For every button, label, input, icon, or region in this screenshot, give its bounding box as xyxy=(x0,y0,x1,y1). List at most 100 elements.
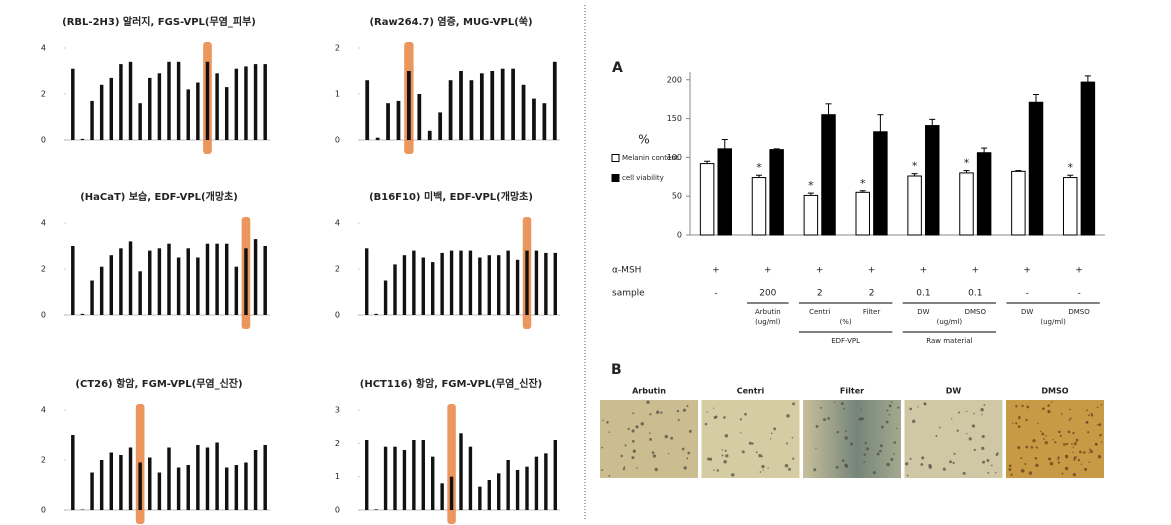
y-tick-label: 2 xyxy=(41,90,46,99)
cell-dot xyxy=(966,432,968,435)
cell-dot xyxy=(888,404,892,408)
cell-dot xyxy=(708,457,713,461)
chart-title: (Raw264.7) 염증, MUG-VPL(쑥) xyxy=(369,16,532,28)
chart-title: (HCT116) 항암, FGM-VPL(무염_신잔) xyxy=(360,377,543,390)
cell-dot xyxy=(840,402,844,406)
bar xyxy=(544,252,548,315)
cell-dot xyxy=(1054,441,1057,444)
cell-dot xyxy=(1052,438,1054,441)
significance: * xyxy=(860,177,866,190)
micrograph xyxy=(701,400,800,478)
bar xyxy=(511,68,515,140)
group-unit: (ug/ml) xyxy=(1040,318,1066,326)
micrograph xyxy=(904,400,1003,478)
cell-dot xyxy=(866,447,869,451)
row-value: + xyxy=(816,266,824,276)
cell-dot xyxy=(827,417,830,420)
cell-dot xyxy=(758,453,762,458)
cell-dot xyxy=(1073,442,1077,446)
cell-dot xyxy=(1097,454,1102,459)
cell-dot xyxy=(1073,459,1076,462)
y-tick-label: 0 xyxy=(335,506,340,515)
cell-dot xyxy=(1099,433,1102,437)
cell-dot xyxy=(1066,457,1068,459)
bar xyxy=(525,466,529,510)
cell-dot xyxy=(1024,462,1027,466)
cell-dot xyxy=(1067,430,1071,434)
cell-dot xyxy=(687,451,691,455)
bar xyxy=(148,250,152,315)
cell-dot xyxy=(958,411,961,414)
cell-dot xyxy=(1041,432,1045,436)
cell-dot xyxy=(981,413,983,416)
group-unit: (ug/ml) xyxy=(937,318,963,326)
row-value: - xyxy=(1077,289,1080,299)
cell-dot xyxy=(1073,456,1077,459)
cell-dot xyxy=(949,460,952,464)
cell-dot xyxy=(1096,406,1099,409)
bar xyxy=(449,250,454,315)
cell-dot xyxy=(1085,420,1089,424)
cell-dot xyxy=(660,411,663,414)
bar xyxy=(552,61,557,140)
cell-dot xyxy=(631,456,635,460)
row-value: + xyxy=(712,266,720,276)
cell-dot xyxy=(1030,446,1034,449)
bar xyxy=(244,66,248,140)
row-label: α-MSH xyxy=(612,266,641,276)
bar xyxy=(440,252,444,315)
y-tick-label: 0 xyxy=(677,231,682,240)
bar xyxy=(224,467,229,510)
bar xyxy=(976,152,992,236)
row-value: + xyxy=(764,266,772,276)
cell-dot xyxy=(716,469,720,472)
group-name: Raw material xyxy=(926,337,972,345)
cell-dot xyxy=(897,406,900,409)
bar xyxy=(407,71,411,140)
image-label: Filter xyxy=(840,387,864,396)
cell-dot xyxy=(942,467,946,471)
cell-dot xyxy=(971,424,976,428)
cell-dot xyxy=(842,407,845,410)
cell-dot xyxy=(1087,431,1090,434)
cell-dot xyxy=(1072,451,1074,454)
cell-dot xyxy=(731,473,735,477)
bar xyxy=(532,98,536,140)
cell-dot xyxy=(725,454,729,458)
bar xyxy=(1028,101,1044,236)
bar xyxy=(99,460,104,510)
bar xyxy=(402,450,407,510)
row-value: + xyxy=(1075,266,1083,276)
cell-dot xyxy=(938,426,941,429)
bar xyxy=(803,194,819,236)
bar xyxy=(925,125,940,236)
bar xyxy=(234,68,239,140)
bar xyxy=(427,130,432,140)
cell-dot xyxy=(895,427,898,430)
cell-dot xyxy=(741,450,745,454)
bar xyxy=(186,89,190,140)
micrograph xyxy=(803,400,901,478)
y-tick-label: 0 xyxy=(335,136,340,145)
chart-title: (CT26) 항암, FGM-VPL(무염_신잔) xyxy=(75,377,242,390)
bar xyxy=(487,255,491,315)
y-tick-label: 0 xyxy=(41,506,46,515)
bar xyxy=(525,250,529,315)
bar xyxy=(138,462,142,510)
bar xyxy=(468,446,473,510)
cell-dot xyxy=(1021,404,1024,408)
cell-dot xyxy=(1051,401,1053,403)
bar xyxy=(148,77,152,140)
bar xyxy=(421,440,425,510)
cell-dot xyxy=(713,416,717,419)
cell-dot xyxy=(654,467,658,472)
cell-dot xyxy=(651,451,655,455)
cell-dot xyxy=(1072,472,1077,477)
cell-dot xyxy=(602,419,604,422)
x-tick-label: DW xyxy=(917,308,929,316)
bar xyxy=(186,465,190,510)
cell-dot xyxy=(785,442,788,445)
cell-dot xyxy=(1025,445,1029,449)
bar xyxy=(1063,177,1078,236)
